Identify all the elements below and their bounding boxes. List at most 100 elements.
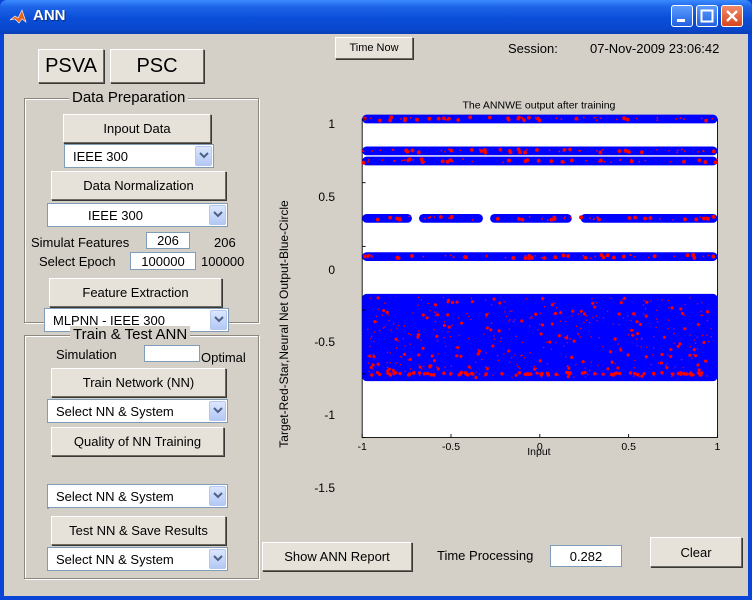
target-point (400, 118, 402, 120)
target-point (627, 334, 630, 336)
target-point (520, 319, 524, 323)
target-point (610, 161, 613, 163)
target-point (596, 302, 598, 304)
target-point (704, 359, 708, 363)
time-now-button[interactable]: Time Now (335, 37, 413, 59)
target-point (409, 116, 412, 119)
input-data-button[interactable]: Inpout Data (63, 114, 211, 143)
target-point (661, 299, 663, 301)
target-point (534, 254, 537, 257)
select-epoch-label: Select Epoch (39, 254, 116, 269)
minimize-icon (677, 19, 685, 22)
target-point (540, 376, 542, 378)
psva-button[interactable]: PSVA (38, 49, 104, 83)
target-point (706, 319, 709, 322)
simulat-features-field[interactable]: 206 (146, 232, 190, 249)
target-point (591, 301, 595, 305)
target-point (679, 307, 683, 311)
target-point (635, 117, 638, 120)
target-point (648, 216, 653, 220)
target-point (367, 362, 370, 364)
group-title: Train & Test ANN (70, 326, 191, 344)
target-point (384, 326, 386, 328)
minimize-button[interactable] (671, 5, 693, 27)
title-bar[interactable]: ANN (0, 0, 752, 34)
target-point (525, 148, 528, 151)
target-point (388, 314, 390, 316)
target-point (399, 355, 402, 358)
psc-button[interactable]: PSC (110, 49, 204, 83)
test-select[interactable]: Select NN & System (47, 547, 228, 571)
target-point (583, 255, 588, 260)
target-point (375, 315, 378, 318)
target-point (433, 303, 435, 305)
target-point (469, 148, 474, 152)
simulation-field[interactable] (144, 345, 200, 362)
quality-select[interactable]: Select NN & System (47, 484, 228, 508)
target-point (546, 219, 549, 221)
target-point (531, 316, 533, 319)
test-save-button[interactable]: Test NN & Save Results (51, 516, 226, 545)
select-epoch-max: 100000 (201, 254, 245, 269)
target-point (554, 216, 557, 218)
simulat-features-max: 206 (214, 235, 236, 250)
target-point (581, 360, 585, 364)
target-point (669, 354, 673, 359)
target-point (389, 361, 391, 364)
close-button[interactable] (721, 5, 743, 27)
target-point (621, 254, 626, 259)
target-point (577, 313, 580, 315)
target-point (394, 337, 398, 341)
target-point (421, 313, 425, 317)
clear-button[interactable]: Clear (650, 537, 742, 567)
target-point (478, 373, 481, 375)
target-point (653, 336, 655, 338)
target-point (429, 309, 431, 312)
target-point (711, 214, 716, 219)
target-point (671, 375, 673, 378)
target-point (701, 334, 704, 337)
target-point (370, 254, 373, 257)
train-network-button[interactable]: Train Network (NN) (51, 368, 226, 397)
target-point (598, 337, 600, 339)
target-point (570, 355, 574, 359)
target-point (420, 299, 423, 301)
target-point (443, 321, 446, 323)
target-point (651, 371, 656, 376)
target-point (635, 372, 640, 377)
target-point (508, 150, 513, 155)
chart-marks (361, 114, 718, 382)
target-point (682, 372, 686, 376)
target-point (528, 325, 531, 327)
target-point (566, 375, 570, 379)
input-data-select[interactable]: IEEE 300 (64, 144, 214, 168)
x-axis-label: Input (527, 446, 550, 458)
target-point (565, 336, 569, 340)
target-point (700, 310, 702, 312)
target-point (403, 325, 406, 327)
target-point (542, 346, 545, 349)
feature-extraction-button[interactable]: Feature Extraction (49, 278, 222, 307)
target-point (485, 367, 489, 371)
select-epoch-field[interactable]: 100000 (130, 252, 196, 270)
quality-training-button[interactable]: Quality of NN Training (51, 427, 224, 456)
target-point (636, 344, 638, 347)
target-point (536, 158, 541, 163)
normalization-select[interactable]: IEEE 300 (47, 203, 228, 227)
chevron-down-icon (209, 486, 226, 506)
target-point (435, 312, 437, 314)
target-point (434, 314, 437, 317)
target-point (437, 353, 440, 355)
maximize-button[interactable] (696, 5, 718, 27)
target-point (445, 345, 447, 348)
target-point (417, 353, 421, 357)
data-normalization-button[interactable]: Data Normalization (51, 171, 226, 200)
chevron-down-icon (210, 310, 227, 330)
train-select[interactable]: Select NN & System (47, 399, 228, 423)
show-ann-report-button[interactable]: Show ANN Report (262, 542, 412, 571)
target-point (621, 299, 623, 301)
target-point (535, 367, 537, 370)
target-point (527, 253, 532, 258)
target-point (475, 371, 477, 373)
time-processing-field[interactable]: 0.282 (550, 545, 622, 567)
